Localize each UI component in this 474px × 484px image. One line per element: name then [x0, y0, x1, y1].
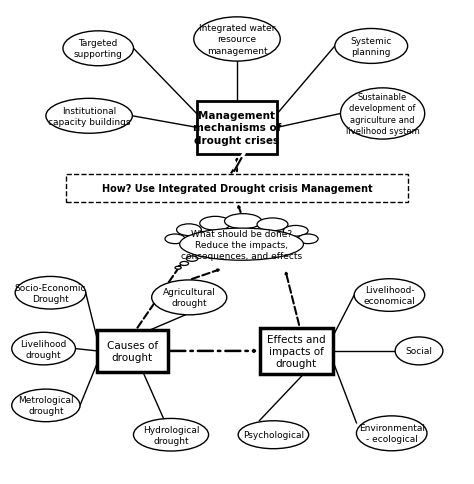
Text: Management
mechanisms of
drought crises: Management mechanisms of drought crises: [193, 111, 281, 146]
Bar: [260, 328, 333, 375]
Ellipse shape: [175, 267, 181, 270]
Ellipse shape: [165, 235, 185, 244]
Ellipse shape: [177, 225, 201, 236]
Ellipse shape: [335, 30, 408, 64]
Text: What should be done?
Reduce the impacts,
consequences, and effects: What should be done? Reduce the impacts,…: [181, 229, 302, 260]
Ellipse shape: [134, 419, 209, 451]
Text: Institutional
capacity buildings: Institutional capacity buildings: [48, 106, 130, 127]
Ellipse shape: [186, 257, 198, 262]
Ellipse shape: [356, 416, 427, 451]
Ellipse shape: [181, 228, 302, 261]
Ellipse shape: [194, 18, 280, 62]
Text: Psychological: Psychological: [243, 430, 304, 439]
Text: Integrated water
resource
management: Integrated water resource management: [199, 24, 275, 56]
Text: Systemic
planning: Systemic planning: [351, 37, 392, 57]
Ellipse shape: [12, 389, 80, 422]
Text: Socio-Economic
Drought: Socio-Economic Drought: [15, 283, 86, 303]
Text: Social: Social: [406, 347, 432, 356]
Ellipse shape: [238, 421, 309, 449]
Ellipse shape: [152, 280, 227, 315]
Ellipse shape: [395, 337, 443, 365]
Text: Agricultural
drought: Agricultural drought: [163, 287, 216, 308]
Text: Effects and
impacts of
drought: Effects and impacts of drought: [267, 334, 326, 368]
Bar: [66, 175, 408, 202]
Text: Targeted
supporting: Targeted supporting: [74, 39, 123, 59]
Text: Livelihood-
economical: Livelihood- economical: [364, 286, 415, 305]
Ellipse shape: [15, 277, 86, 309]
Text: Hydrological
drought: Hydrological drought: [143, 425, 199, 445]
Text: Sustainable
development of
agriculture and
livelihood system: Sustainable development of agriculture a…: [346, 93, 419, 136]
Ellipse shape: [298, 235, 318, 244]
Ellipse shape: [200, 217, 231, 231]
Ellipse shape: [63, 32, 134, 67]
Text: Livelihood
drought: Livelihood drought: [20, 339, 67, 359]
Ellipse shape: [283, 226, 308, 237]
Text: Metrological
drought: Metrological drought: [18, 395, 73, 416]
Ellipse shape: [225, 214, 262, 229]
Bar: [97, 330, 168, 372]
Text: Causes of
drought: Causes of drought: [107, 340, 158, 363]
Ellipse shape: [12, 333, 75, 365]
Ellipse shape: [340, 89, 425, 140]
Ellipse shape: [257, 218, 288, 231]
Ellipse shape: [46, 99, 132, 134]
Ellipse shape: [354, 279, 425, 312]
Text: Environmental
- ecological: Environmental - ecological: [359, 424, 425, 443]
Text: How? Use Integrated Drought crisis Management: How? Use Integrated Drought crisis Manag…: [102, 183, 372, 194]
Ellipse shape: [180, 228, 303, 261]
Bar: [197, 102, 277, 155]
Ellipse shape: [180, 262, 189, 266]
